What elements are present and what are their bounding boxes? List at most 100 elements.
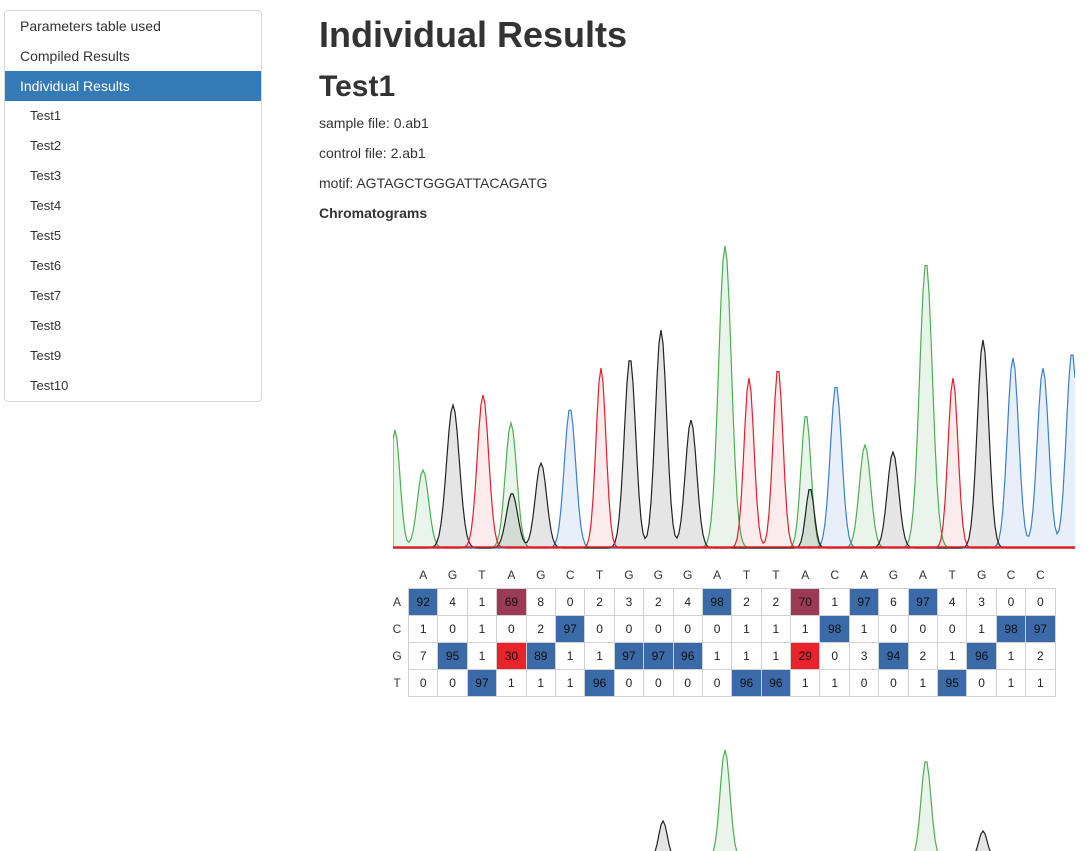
base-row-header: G	[392, 649, 402, 663]
percentage-cell: 0	[407, 669, 439, 697]
percentage-cell: 1	[466, 588, 498, 616]
table-of-contents: Parameters table used Compiled Results I…	[4, 10, 262, 402]
trace-area-c	[393, 355, 1075, 548]
base-row-header: A	[392, 595, 401, 609]
toc-item-test2[interactable]: Test2	[30, 138, 62, 153]
table-row: C 1 0 1 0 2 97 0 0 0 0 0 1 1 1 98 1 0 0 0 1 98 97	[386, 615, 1056, 643]
percentage-cell: 97	[907, 588, 939, 616]
percentage-cell: 2	[1025, 642, 1056, 670]
toc-item-test8[interactable]: Test8	[30, 318, 62, 333]
percentage-cell: 1	[701, 642, 733, 670]
percentage-cell: 2	[643, 588, 674, 616]
percentage-cell: 1	[790, 669, 821, 697]
percentage-cell: 0	[613, 669, 645, 697]
percentage-cell: 29	[790, 642, 821, 670]
toc-item-test4[interactable]: Test4	[30, 198, 62, 213]
percentage-cell: 0	[1025, 588, 1056, 616]
position-header: G	[683, 568, 693, 582]
percentage-cell: 1	[966, 615, 997, 643]
percentage-cell: 2	[907, 642, 939, 670]
percentage-cell: 0	[437, 615, 468, 643]
percentage-cell: 0	[701, 669, 733, 697]
position-header: A	[713, 568, 722, 582]
percentage-cell: 1	[907, 669, 939, 697]
percentage-cell: 0	[613, 615, 645, 643]
sample-chromatogram	[393, 245, 1075, 549]
percentage-cell: 98	[819, 615, 850, 643]
trace-area-g	[393, 330, 1075, 548]
position-header: T	[742, 568, 751, 582]
percentage-cell: 0	[584, 615, 615, 643]
percentage-cell: 97	[848, 588, 880, 616]
percentage-cell: 2	[760, 588, 792, 616]
toc-item-test9[interactable]: Test9	[30, 348, 62, 363]
toc-item-individual-results[interactable]: Individual Results	[5, 71, 261, 101]
percentage-cell: 0	[672, 615, 703, 643]
trace-line-a	[712, 749, 939, 851]
toc-item-compiled-results[interactable]: Compiled Results	[20, 48, 130, 64]
percentage-cell: 96	[966, 642, 997, 670]
percentage-cell: 3	[848, 642, 880, 670]
table-corner	[386, 562, 409, 589]
percentage-cell: 0	[995, 588, 1027, 616]
percentage-cell: 96	[672, 642, 703, 670]
percentage-cell: 1	[466, 642, 498, 670]
toc-item-test7[interactable]: Test7	[30, 288, 62, 303]
position-header: A	[801, 568, 810, 582]
sample-file-text: sample file: 0.ab1	[319, 115, 429, 131]
position-header: T	[948, 568, 956, 582]
position-header: A	[419, 568, 428, 582]
position-header: G	[653, 568, 663, 582]
position-header: G	[624, 568, 634, 582]
base-row-header: C	[392, 622, 402, 636]
percentage-cell: 0	[966, 669, 997, 697]
percentage-cell: 1	[760, 642, 792, 670]
percentage-cell: 0	[554, 588, 586, 616]
percentage-cell: 1	[760, 615, 792, 643]
percentage-cell: 97	[1025, 615, 1056, 643]
percentage-cell: 2	[525, 615, 556, 643]
percentage-cell: 30	[496, 642, 527, 670]
toc-item-test6[interactable]: Test6	[30, 258, 62, 273]
percentage-cell: 3	[966, 588, 997, 616]
percentage-cell: 7	[407, 642, 439, 670]
position-header: C	[830, 568, 839, 582]
percentage-cell: 1	[790, 615, 821, 643]
percentage-cell: 95	[937, 669, 968, 697]
percentage-cell: 4	[437, 588, 468, 616]
base-row-header: T	[393, 676, 401, 690]
position-header: A	[507, 568, 516, 582]
percentage-cell: 1	[554, 669, 586, 697]
position-header: C	[1036, 568, 1045, 582]
test-title: Test1	[319, 70, 396, 103]
percentage-cell: 6	[878, 588, 909, 616]
percentage-cell: 0	[437, 669, 468, 697]
table-row: G 7 95 1 30 89 1 1 97 97 96 1 1 1 29 0 3 94 2 1 96 1 2	[386, 642, 1056, 670]
percentage-cell: 69	[496, 588, 527, 616]
percentage-cell: 1	[731, 642, 762, 670]
toc-item-test5[interactable]: Test5	[30, 228, 62, 243]
percentage-cell: 0	[878, 615, 909, 643]
percentage-cell: 1	[848, 615, 880, 643]
percentage-cell: 2	[731, 588, 762, 616]
percentage-cell: 1	[995, 669, 1027, 697]
table-row: A 92 4 1 69 8 0 2 3 2 4 98 2 2 70 1 97 6 97 4 3 0 0	[386, 588, 1056, 616]
percentage-cell: 0	[937, 615, 968, 643]
percentage-cell: 8	[525, 588, 556, 616]
percentage-cell: 1	[819, 588, 850, 616]
toc-item-test3[interactable]: Test3	[30, 168, 62, 183]
position-header: T	[478, 568, 486, 582]
chromatograms-heading: Chromatograms	[319, 205, 428, 221]
percentage-cell: 4	[672, 588, 703, 616]
percentage-cell: 1	[819, 669, 850, 697]
percentage-cell: 89	[525, 642, 556, 670]
toc-item-test10[interactable]: Test10	[30, 378, 69, 393]
percentage-cell: 0	[643, 669, 674, 697]
percentage-cell: 4	[937, 588, 968, 616]
percentage-cell: 98	[995, 615, 1027, 643]
percentage-cell: 92	[407, 588, 439, 616]
toc-item-parameters[interactable]: Parameters table used	[20, 18, 161, 34]
percentage-cell: 1	[995, 642, 1027, 670]
percentage-cell: 97	[613, 642, 645, 670]
toc-item-test1[interactable]: Test1	[30, 108, 62, 123]
